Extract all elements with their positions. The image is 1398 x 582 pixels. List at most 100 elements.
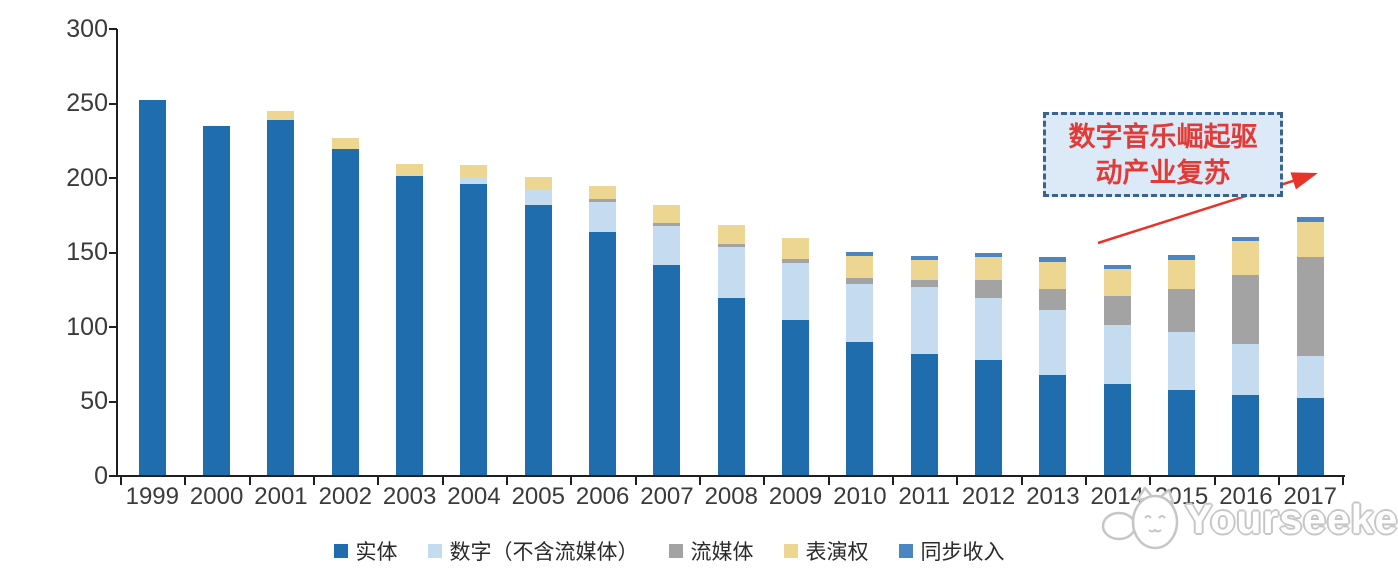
- bar-segment-2007-流媒体: [653, 223, 681, 227]
- bar-segment-2017-表演权: [1296, 221, 1324, 258]
- bar-segment-2007-表演权: [653, 205, 681, 224]
- bar-segment-2013-同步收入: [1039, 257, 1067, 262]
- x-tick-label-2003: 2003: [382, 483, 437, 510]
- bar-segment-2016-表演权: [1232, 241, 1260, 276]
- legend-item-表演权: 表演权: [783, 536, 869, 566]
- legend-swatch-icon: [783, 544, 798, 558]
- y-tick-label-0: 0: [94, 461, 108, 490]
- bar-segment-2000-实体: [203, 126, 231, 475]
- x-tick-label-2006: 2006: [575, 483, 630, 510]
- y-tick-label-250: 250: [66, 89, 108, 117]
- bar-2002: [331, 138, 359, 475]
- y-tick-label-200: 200: [66, 163, 108, 192]
- chart-legend: 实体 数字（不含流媒体） 流媒体 表演权 同步收入: [0, 536, 1368, 566]
- legend-label: 表演权: [805, 540, 869, 564]
- bar-segment-2007-实体: [653, 264, 681, 475]
- x-tick-label-2002: 2002: [318, 483, 372, 510]
- bar-segment-2010-实体: [846, 342, 874, 475]
- bar-segment-2008-表演权: [717, 224, 745, 245]
- x-tick-label-2008: 2008: [704, 483, 758, 510]
- x-tick-mark: [184, 477, 187, 485]
- legend-label: 同步收入: [920, 540, 1005, 564]
- bar-2004: [460, 165, 488, 475]
- y-tick-mark: [109, 177, 117, 179]
- bar-segment-2011-流媒体: [910, 279, 938, 288]
- x-tick-label-2000: 2000: [189, 483, 244, 510]
- bar-segment-2004-数字（不含流媒体）: [460, 177, 488, 185]
- x-tick-label-1999: 1999: [125, 483, 179, 510]
- bar-2000: [203, 126, 231, 475]
- x-tick-label-2007: 2007: [640, 483, 694, 510]
- x-tick-label-2005: 2005: [511, 483, 565, 510]
- y-tick-label-100: 100: [66, 312, 108, 341]
- bar-segment-2005-数字（不含流媒体）: [524, 190, 552, 206]
- legend-item-流媒体: 流媒体: [668, 536, 754, 566]
- bar-segment-2013-流媒体: [1039, 288, 1067, 310]
- y-tick-mark: [109, 326, 117, 328]
- bar-segment-2012-实体: [975, 360, 1003, 475]
- y-tick-mark: [109, 251, 117, 254]
- x-tick-mark: [763, 477, 766, 485]
- bar-2010: [846, 251, 874, 475]
- bar-segment-2015-数字（不含流媒体）: [1168, 331, 1196, 391]
- bar-2016: [1232, 236, 1260, 475]
- legend-swatch-icon: [427, 544, 442, 558]
- x-tick-mark: [248, 477, 251, 485]
- x-tick-label-2004: 2004: [447, 483, 501, 510]
- x-tick-mark: [313, 477, 316, 485]
- bar-segment-2002-表演权: [331, 138, 359, 149]
- bar-1999: [138, 99, 166, 475]
- x-tick-mark: [1278, 477, 1281, 485]
- bar-segment-2017-数字（不含流媒体）: [1296, 355, 1324, 398]
- bar-2013: [1039, 257, 1067, 475]
- bar-segment-2009-表演权: [782, 238, 810, 259]
- bar-segment-2009-流媒体: [782, 258, 810, 264]
- annotation-callout: 数字音乐崛起驱 动产业复苏: [1043, 112, 1283, 197]
- bar-segment-2011-表演权: [910, 260, 938, 280]
- x-tick-mark: [1149, 477, 1152, 485]
- x-tick-label-2011: 2011: [898, 483, 951, 510]
- x-tick-mark: [1342, 477, 1345, 485]
- x-tick-mark: [892, 477, 895, 485]
- bar-2003: [396, 163, 424, 475]
- bar-segment-2012-表演权: [975, 257, 1003, 280]
- bar-segment-2015-实体: [1168, 390, 1196, 475]
- bar-segment-2016-流媒体: [1232, 275, 1260, 344]
- bar-2001: [267, 111, 295, 475]
- x-tick-label-2016: 2016: [1219, 483, 1273, 510]
- watermark: Yourseeker: [1093, 486, 1398, 552]
- x-tick-mark: [634, 477, 637, 485]
- bar-segment-2013-表演权: [1039, 261, 1067, 289]
- bar-segment-2017-同步收入: [1296, 217, 1324, 222]
- legend-item-同步收入: 同步收入: [898, 536, 1005, 566]
- bar-segment-2014-数字（不含流媒体）: [1103, 324, 1131, 385]
- bar-segment-2009-数字（不含流媒体）: [782, 263, 810, 321]
- bar-segment-2017-流媒体: [1296, 257, 1324, 356]
- bar-segment-2014-同步收入: [1103, 264, 1131, 270]
- bar-2012: [975, 253, 1003, 475]
- legend-label: 实体: [355, 540, 398, 564]
- x-tick-mark: [570, 477, 573, 485]
- annotation-text-line1: 数字音乐崛起驱: [1068, 121, 1258, 152]
- bar-2017: [1296, 217, 1324, 475]
- bar-segment-2004-实体: [460, 184, 488, 475]
- bar-segment-2013-实体: [1039, 375, 1067, 475]
- annotation-text-line2: 动产业复苏: [1095, 157, 1231, 188]
- y-tick-label-50: 50: [80, 387, 108, 415]
- bar-2009: [782, 238, 810, 475]
- x-tick-mark: [441, 477, 444, 485]
- legend-swatch-icon: [898, 544, 913, 558]
- x-tick-label-2014: 2014: [1090, 483, 1144, 510]
- y-axis-line: [116, 29, 118, 477]
- y-tick-label-300: 300: [66, 14, 108, 43]
- bar-segment-2015-表演权: [1168, 260, 1196, 289]
- bar-segment-2008-实体: [717, 297, 745, 475]
- x-tick-label-2009: 2009: [768, 483, 823, 510]
- x-tick-label-2001: 2001: [254, 483, 308, 510]
- y-tick-mark: [109, 28, 117, 30]
- y-tick-label-150: 150: [66, 238, 108, 266]
- x-tick-mark: [506, 477, 509, 485]
- cat-logo-icon: [1101, 486, 1179, 550]
- bar-segment-2007-数字（不含流媒体）: [653, 226, 681, 265]
- bar-2006: [589, 185, 617, 475]
